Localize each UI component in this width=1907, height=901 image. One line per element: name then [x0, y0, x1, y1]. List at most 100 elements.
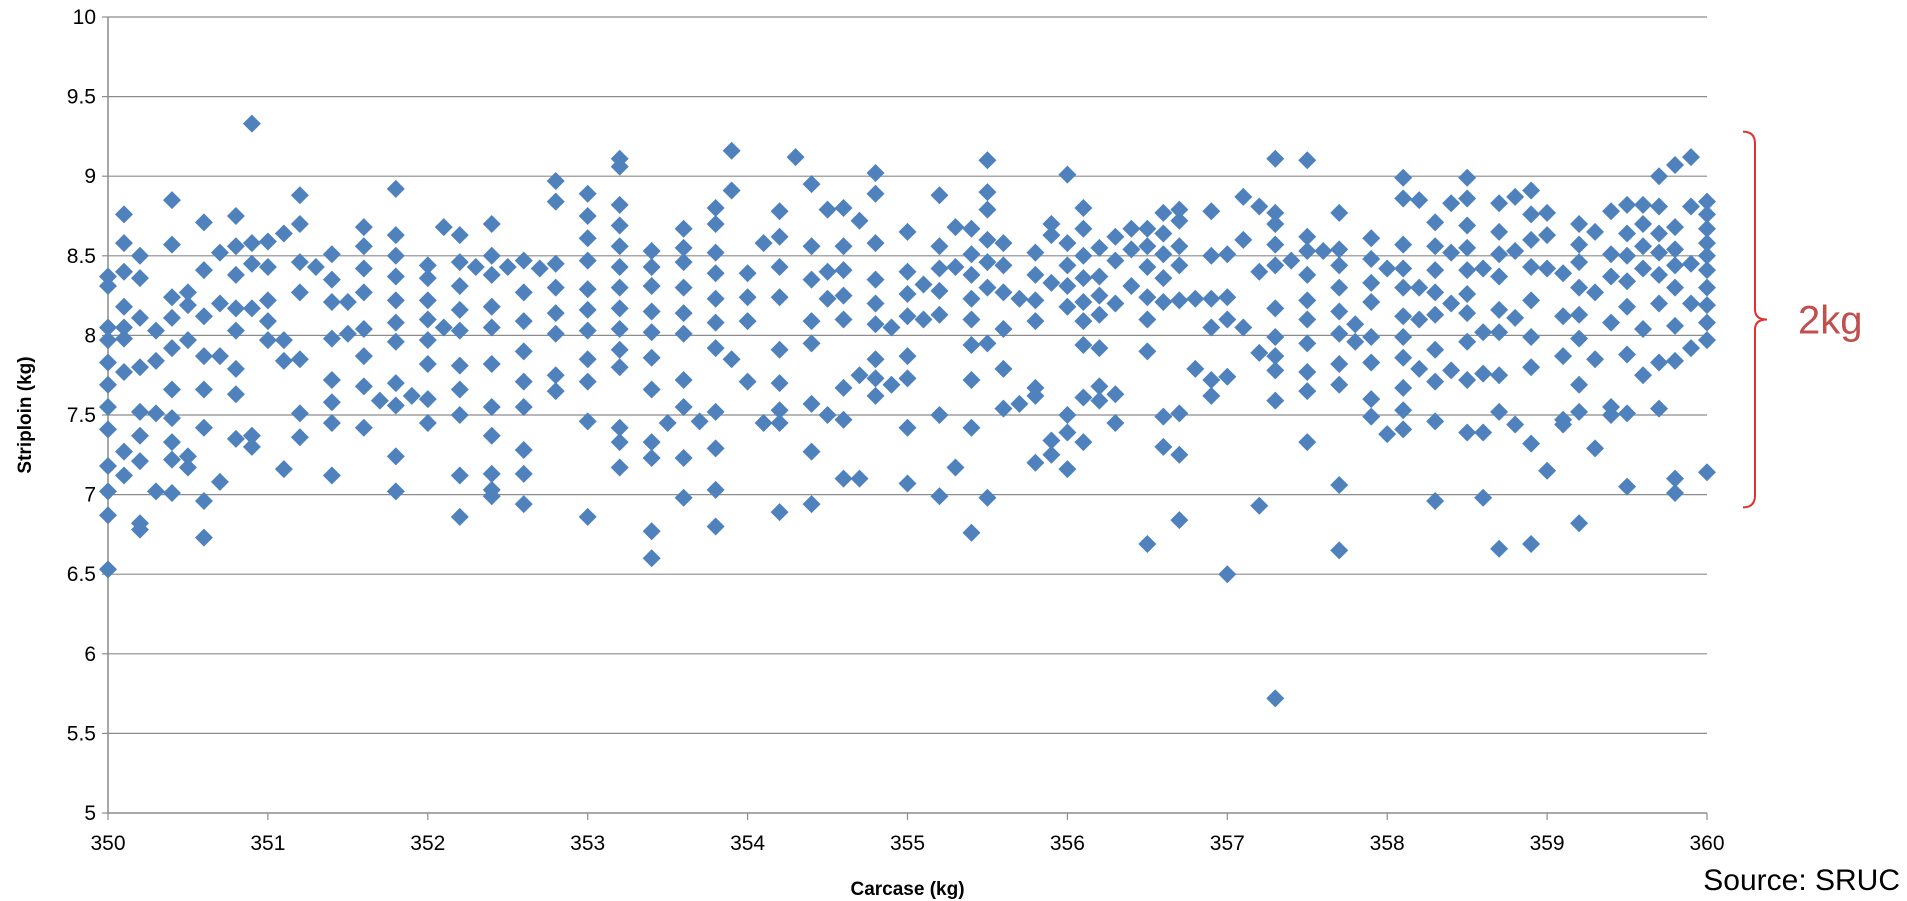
data-point	[802, 312, 821, 331]
data-point	[1298, 291, 1317, 310]
data-point	[1170, 404, 1189, 423]
data-point	[482, 297, 501, 316]
data-point	[1010, 394, 1029, 413]
data-point	[1362, 229, 1381, 248]
data-point	[1058, 423, 1077, 442]
data-point	[354, 218, 373, 237]
data-point	[546, 192, 565, 211]
data-point	[1522, 230, 1541, 249]
data-point	[1186, 359, 1205, 378]
data-point	[114, 297, 133, 316]
data-point	[1394, 278, 1413, 297]
data-point	[1362, 249, 1381, 268]
data-point	[450, 253, 469, 272]
data-point	[930, 305, 949, 324]
data-point	[642, 277, 661, 296]
data-point	[706, 214, 725, 233]
data-point	[226, 359, 245, 378]
data-point	[578, 412, 597, 431]
data-point	[578, 300, 597, 319]
data-point	[706, 517, 725, 536]
data-point	[114, 262, 133, 281]
data-point	[1570, 514, 1589, 533]
data-point	[1554, 264, 1573, 283]
data-point	[1618, 246, 1637, 265]
data-point	[1426, 213, 1445, 232]
data-point	[1058, 165, 1077, 184]
data-point	[354, 237, 373, 256]
data-point	[1042, 445, 1061, 464]
data-point	[1506, 415, 1525, 434]
gridlines	[102, 16, 1707, 814]
data-point	[418, 355, 437, 374]
data-point	[1650, 265, 1669, 284]
data-point	[546, 366, 565, 385]
data-point	[610, 458, 629, 477]
data-point	[1090, 339, 1109, 358]
data-point	[1522, 181, 1541, 200]
data-point	[1138, 257, 1157, 276]
data-point	[434, 218, 453, 237]
data-point	[1458, 238, 1477, 257]
data-point	[770, 202, 789, 221]
data-point	[1586, 283, 1605, 302]
data-point	[1442, 194, 1461, 213]
data-point	[1074, 292, 1093, 311]
data-point	[834, 199, 853, 218]
y-tick-label: 9	[84, 165, 96, 188]
data-point	[994, 234, 1013, 253]
data-point	[770, 288, 789, 307]
data-point	[1282, 251, 1301, 270]
data-point	[1618, 477, 1637, 496]
y-tick-label: 7.5	[67, 404, 96, 427]
data-point	[930, 259, 949, 278]
data-point	[130, 514, 149, 533]
data-point	[1250, 197, 1269, 216]
data-point	[1490, 366, 1509, 385]
data-point	[1570, 329, 1589, 348]
data-point	[450, 321, 469, 340]
data-point	[1426, 237, 1445, 256]
data-point	[146, 482, 165, 501]
data-point	[1698, 331, 1716, 350]
data-point	[1298, 334, 1317, 353]
data-point	[1138, 288, 1157, 307]
data-point	[1458, 261, 1477, 280]
data-point	[1298, 265, 1317, 284]
data-point	[1218, 310, 1237, 329]
data-point	[946, 218, 965, 237]
data-point	[418, 291, 437, 310]
data-point	[1298, 242, 1317, 261]
data-point	[1698, 278, 1716, 297]
data-point	[514, 312, 533, 331]
data-point	[418, 256, 437, 275]
data-point	[1330, 278, 1349, 297]
data-point	[770, 374, 789, 393]
data-point	[802, 495, 821, 514]
x-tick-label: 357	[1210, 832, 1245, 855]
data-point	[194, 491, 213, 510]
data-point	[178, 458, 197, 477]
data-point	[1426, 283, 1445, 302]
data-point	[530, 259, 549, 278]
data-point	[1362, 292, 1381, 311]
data-point	[258, 232, 277, 251]
data-point	[1490, 194, 1509, 213]
data-point	[898, 285, 917, 304]
data-point	[242, 426, 261, 445]
data-point	[1090, 377, 1109, 396]
data-point	[1522, 291, 1541, 310]
data-point	[1458, 285, 1477, 304]
data-point	[546, 254, 565, 273]
data-point	[1202, 370, 1221, 389]
data-point	[1618, 297, 1637, 316]
data-point	[642, 448, 661, 467]
data-point	[322, 245, 341, 264]
data-point	[578, 184, 597, 203]
data-point	[610, 299, 629, 318]
data-point	[674, 253, 693, 272]
data-point	[274, 351, 293, 370]
data-point	[674, 238, 693, 257]
data-point	[1426, 491, 1445, 510]
